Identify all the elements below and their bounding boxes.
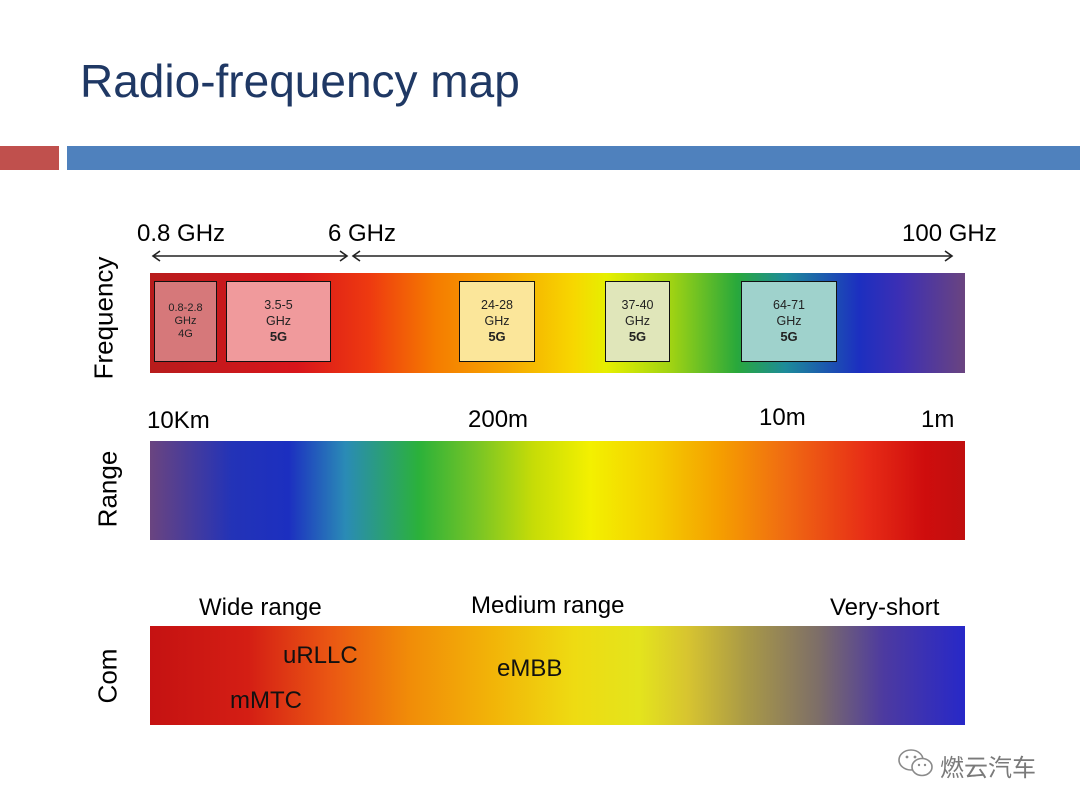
band-box-generation: 5G xyxy=(269,329,288,345)
range-spectrum-bar xyxy=(150,441,965,540)
range-label: Range xyxy=(92,450,123,528)
com-item-embb: eMBB xyxy=(497,655,563,682)
range-tick-10m: 10m xyxy=(759,404,806,431)
com-spectrum-bar xyxy=(150,626,965,725)
band-box-unit: GHz xyxy=(484,313,510,328)
band-box-5g-37: 37-40 GHz 5G xyxy=(605,281,670,362)
band-box-5g-24: 24-28 GHz 5G xyxy=(459,281,535,362)
band-box-4g: 0.8-2.8 GHz 4G xyxy=(154,281,217,362)
band-box-unit: GHz xyxy=(174,315,197,327)
watermark-text: 燃云汽车 xyxy=(940,755,1036,782)
band-box-generation: 5G xyxy=(488,329,506,345)
accent-bar-red xyxy=(0,146,59,170)
band-box-range: 0.8-2.8 xyxy=(168,302,203,314)
band-box-unit: GHz xyxy=(266,313,291,328)
frequency-arrows xyxy=(151,250,954,262)
band-box-generation: 5G xyxy=(628,329,647,345)
band-box-generation: 5G xyxy=(780,329,798,345)
com-header-medium-range: Medium range xyxy=(471,592,625,619)
band-box-5g-3-5: 3.5-5 GHz 5G xyxy=(226,281,331,362)
frequency-label: Frequency xyxy=(88,256,119,380)
page-title: Radio-frequency map xyxy=(80,55,520,107)
range-tick-1m: 1m xyxy=(921,406,955,433)
range-tick-10km: 10Km xyxy=(147,407,210,434)
accent-bar-blue xyxy=(67,146,1080,170)
band-box-generation: 4G xyxy=(178,328,193,340)
frequency-tick-100ghz: 100 GHz xyxy=(902,220,997,247)
band-box-range: 37-40 xyxy=(621,298,654,313)
wechat-icon xyxy=(898,749,933,777)
band-box-unit: GHz xyxy=(625,313,650,328)
com-header-very-short: Very-short xyxy=(830,594,940,621)
com-header-wide-range: Wide range xyxy=(199,594,322,621)
range-tick-200m: 200m xyxy=(468,406,529,433)
band-box-unit: GHz xyxy=(776,313,802,328)
band-box-range: 24-28 xyxy=(481,298,513,313)
com-item-urllc: uRLLC xyxy=(283,642,358,669)
frequency-tick-0-8ghz: 0.8 GHz xyxy=(137,220,226,247)
com-item-mmtc: mMTC xyxy=(230,687,302,714)
band-box-range: 64-71 xyxy=(773,298,805,313)
frequency-tick-6ghz: 6 GHz xyxy=(328,220,397,247)
band-box-5g-64: 64-71 GHz 5G xyxy=(741,281,837,362)
com-label: Com xyxy=(92,648,123,704)
band-box-range: 3.5-5 xyxy=(264,298,293,313)
